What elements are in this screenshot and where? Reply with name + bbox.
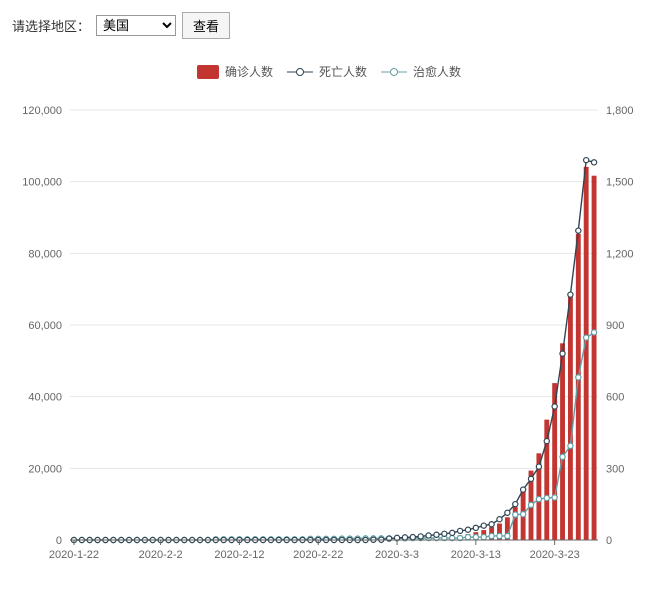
bar-confirmed: [560, 343, 565, 540]
marker-deaths: [505, 510, 510, 515]
marker-cured: [544, 495, 549, 500]
y-left-tick: 20,000: [28, 463, 62, 475]
marker-cured: [528, 502, 533, 507]
marker-deaths: [560, 351, 565, 356]
legend-item-cured[interactable]: 治愈人数: [381, 63, 461, 80]
marker-cured: [489, 533, 494, 538]
marker-deaths: [536, 464, 541, 469]
view-button[interactable]: 查看: [182, 12, 230, 39]
marker-deaths: [481, 523, 486, 528]
y-right-tick: 0: [606, 535, 612, 547]
marker-deaths: [410, 535, 415, 540]
marker-cured: [552, 495, 557, 500]
bar-icon: [197, 65, 219, 79]
marker-deaths: [402, 535, 407, 540]
marker-deaths: [418, 534, 423, 539]
x-tick-label: 2020-1-22: [49, 549, 99, 561]
bar-confirmed: [544, 420, 549, 540]
y-left-tick: 100,000: [22, 177, 62, 189]
marker-deaths: [521, 487, 526, 492]
legend-label-deaths: 死亡人数: [319, 63, 367, 80]
chart-container: 0 20,000 40,000 60,000 80,000 100,000 120,000 0…: [12, 100, 646, 570]
region-select[interactable]: 美国: [96, 15, 176, 36]
chart-legend: 确诊人数 死亡人数 治愈人数: [12, 63, 646, 80]
y-left-tick: 80,000: [28, 248, 62, 260]
marker-deaths: [591, 160, 596, 165]
line-deaths: [74, 160, 594, 540]
y-left-tick: 40,000: [28, 392, 62, 404]
covid-chart: 0 20,000 40,000 60,000 80,000 100,000 120,000 0…: [12, 100, 646, 570]
marker-cured: [497, 533, 502, 538]
marker-deaths: [552, 404, 557, 409]
y-right-tick: 1,200: [606, 248, 634, 260]
legend-item-deaths[interactable]: 死亡人数: [287, 63, 367, 80]
y-left-tick: 120,000: [22, 105, 62, 117]
marker-cured: [591, 330, 596, 335]
x-tick-label: 2020-3-23: [530, 549, 580, 561]
marker-deaths: [426, 533, 431, 538]
bar-confirmed: [568, 296, 573, 540]
legend-item-confirmed[interactable]: 确诊人数: [197, 63, 273, 80]
marker-cured: [473, 535, 478, 540]
y-right-tick: 300: [606, 463, 624, 475]
marker-deaths: [544, 439, 549, 444]
marker-deaths: [442, 531, 447, 536]
line-icon: [287, 65, 313, 79]
x-tick-label: 2020-2-2: [139, 549, 183, 561]
y-left-tick: 0: [56, 535, 62, 547]
marker-deaths: [576, 228, 581, 233]
x-tick-label: 2020-2-12: [214, 549, 264, 561]
marker-deaths: [497, 517, 502, 522]
marker-cured: [560, 454, 565, 459]
marker-cured: [568, 443, 573, 448]
y-left-tick: 60,000: [28, 320, 62, 332]
bar-confirmed: [584, 167, 589, 540]
marker-deaths: [465, 527, 470, 532]
y-right-tick: 1,500: [606, 177, 634, 189]
y-right-tick: 900: [606, 320, 624, 332]
region-label: 请选择地区：: [12, 16, 90, 35]
marker-cured: [505, 533, 510, 538]
region-controls: 请选择地区： 美国 查看: [12, 12, 646, 39]
legend-label-confirmed: 确诊人数: [225, 63, 273, 80]
marker-cured: [513, 512, 518, 517]
marker-cured: [481, 535, 486, 540]
x-tick-label: 2020-2-22: [293, 549, 343, 561]
marker-cured: [521, 512, 526, 517]
marker-deaths: [489, 522, 494, 527]
legend-label-cured: 治愈人数: [413, 63, 461, 80]
y-right-tick: 1,800: [606, 105, 634, 117]
marker-deaths: [457, 528, 462, 533]
marker-cured: [465, 535, 470, 540]
marker-deaths: [450, 530, 455, 535]
line-icon: [381, 65, 407, 79]
marker-deaths: [568, 292, 573, 297]
marker-deaths: [528, 476, 533, 481]
marker-cured: [576, 375, 581, 380]
marker-deaths: [513, 502, 518, 507]
marker-cured: [584, 335, 589, 340]
marker-deaths: [473, 525, 478, 530]
x-tick-label: 2020-3-13: [451, 549, 501, 561]
bar-confirmed: [592, 176, 597, 540]
marker-deaths: [584, 158, 589, 163]
marker-cured: [536, 497, 541, 502]
y-right-tick: 600: [606, 392, 624, 404]
marker-deaths: [434, 532, 439, 537]
x-tick-label: 2020-3-3: [375, 549, 419, 561]
